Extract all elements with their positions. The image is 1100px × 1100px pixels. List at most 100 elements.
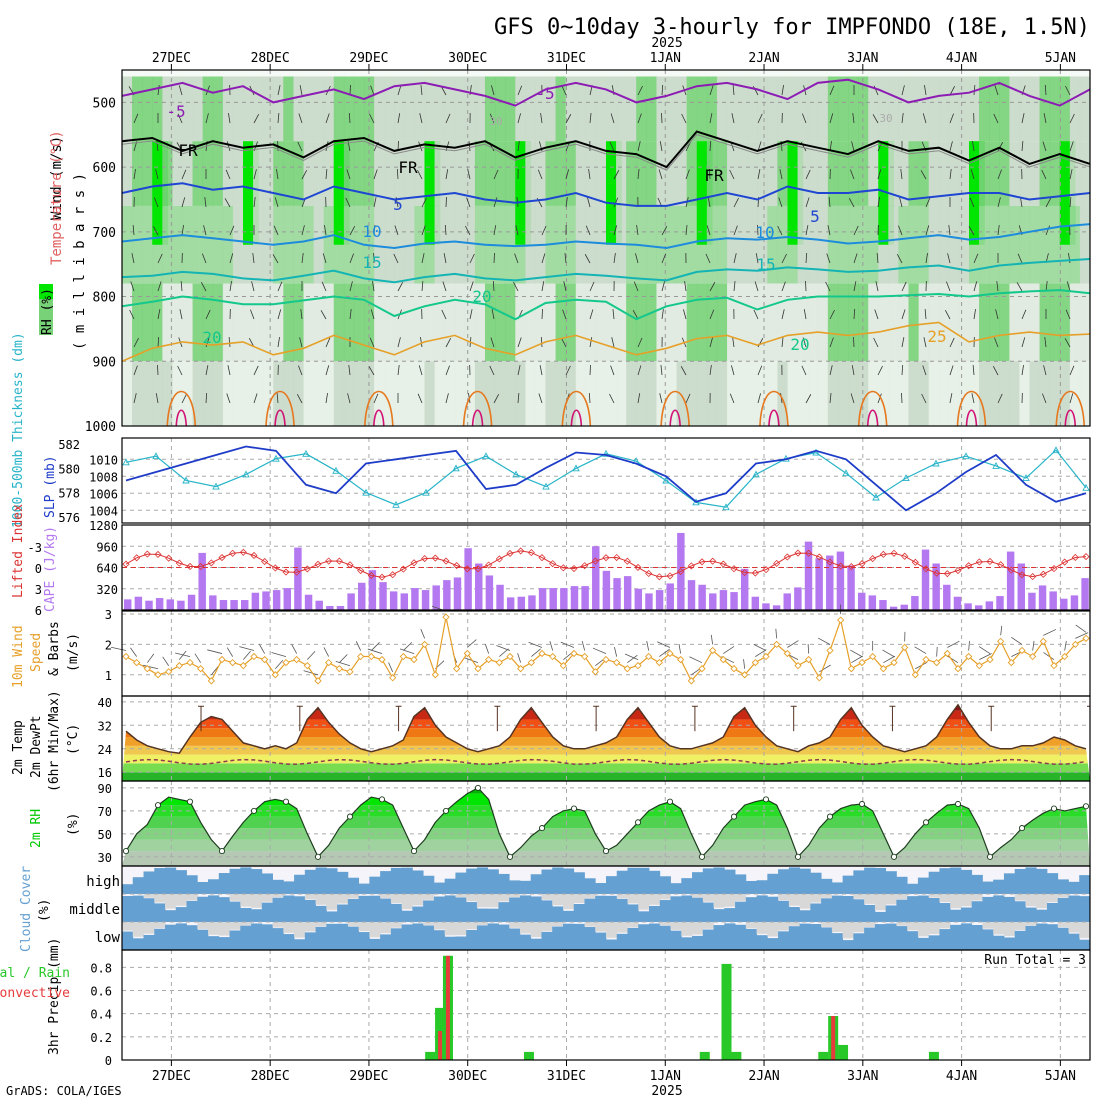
cloud-gap (853, 894, 865, 899)
cloud-gap (315, 894, 327, 905)
wind-barb (348, 112, 351, 124)
label-25: 25 (927, 327, 946, 346)
wind-barb (801, 365, 807, 376)
cloud-gap (143, 922, 155, 934)
rh-shade-cell (182, 361, 194, 426)
cape-bar (911, 596, 919, 610)
wind10-point (421, 640, 429, 649)
wind10-point (1050, 662, 1058, 670)
wind10-barb (291, 644, 298, 654)
cloud-cell-middle (1057, 897, 1069, 922)
rh-shade-cell (575, 141, 587, 206)
cloud-cell-high (444, 878, 456, 894)
cloud-gap (530, 922, 542, 938)
cloud-cell-high (541, 869, 553, 894)
wind10-point (815, 674, 823, 682)
cloud-gap (842, 922, 854, 939)
cloud-gap (304, 922, 316, 932)
wind-barb (397, 113, 401, 124)
panel-frame (121, 69, 1091, 427)
thickness-point (992, 461, 1000, 469)
rh-point (186, 798, 194, 805)
wind-barb (609, 141, 615, 152)
rh-shade-cell (212, 141, 224, 206)
top-date-30DEC: 30DEC (448, 51, 487, 66)
wind-barb (132, 225, 135, 236)
rh-point (1018, 825, 1026, 832)
cloud-cell-low (347, 926, 360, 950)
cloud-cell-low (251, 923, 263, 950)
rh-shade-cell (948, 283, 960, 362)
cloud-cell-low (917, 937, 930, 950)
wind-barb (420, 337, 423, 348)
cloud-cell-middle (347, 898, 360, 922)
cloud-gap (186, 894, 198, 901)
lifted-point (506, 549, 514, 558)
cloud-cell-high (1068, 881, 1080, 894)
cloud-cell-high (842, 875, 854, 894)
wind10-point (506, 652, 514, 661)
rh-shade-cell (142, 141, 153, 206)
wind-barb (541, 225, 547, 236)
wind-barb (853, 225, 859, 236)
rh-shade-cell (414, 283, 425, 362)
cape-bar (1070, 595, 1079, 610)
wind-barb (181, 169, 187, 180)
wind10-point (666, 649, 674, 658)
cloud-gap (562, 894, 575, 910)
wind-barb (421, 281, 424, 292)
cloud-cell-high (218, 873, 230, 894)
wind-barb (829, 85, 835, 96)
rh-shade-cell (716, 283, 728, 362)
rh-shade-cell (948, 141, 960, 206)
cloud-gap (928, 894, 940, 898)
wind10-point (687, 677, 695, 685)
cloud-gap (627, 894, 639, 904)
rh-point (1082, 803, 1090, 810)
wind-barb (922, 365, 927, 376)
cloud-cell-middle (788, 907, 800, 922)
wind-barb (589, 281, 595, 292)
cape-bar (762, 603, 770, 610)
rh-shade-cell (444, 283, 456, 362)
cloud-gap (197, 922, 209, 929)
wind-barb (949, 393, 953, 404)
cloud-cell-middle (681, 895, 693, 922)
rh-shade-cell (706, 141, 718, 206)
wind10-barb (710, 634, 714, 645)
slp-ylabel: 1000-500mb Thickness (dm) SLP (mb) (11, 332, 58, 528)
cloud-gap (638, 894, 650, 910)
rh-shade-cell (394, 283, 405, 362)
rh-shade-cell (1009, 205, 1020, 284)
rh-shade-cell (575, 205, 587, 284)
wind-barb (1069, 169, 1073, 180)
wind-barb (129, 309, 135, 320)
cloud-cell-middle (778, 900, 790, 922)
wind10-point (773, 640, 781, 649)
wind-barb (228, 113, 231, 124)
wind10-point (1007, 658, 1015, 667)
rh-shade-cell (908, 205, 920, 284)
lifted-point (1071, 553, 1079, 562)
cloud-cell-high (713, 867, 725, 894)
lifted-point (367, 571, 375, 580)
rh-shade-cell (807, 205, 819, 284)
cape-bar (1028, 592, 1036, 610)
rh-shade-cell (515, 76, 526, 142)
wind10-barb (775, 628, 778, 639)
wind10-point (623, 665, 631, 673)
cloud-cell-high (960, 869, 973, 894)
rh-shade-cell (706, 205, 718, 284)
wind-barb (949, 169, 952, 180)
lifted-point (847, 563, 855, 571)
wind-barb (320, 310, 327, 320)
wind-barb (565, 365, 571, 376)
cloud-gap (735, 894, 747, 901)
rh-shade-cell (525, 361, 536, 426)
wind-barb (325, 365, 330, 376)
wind-barb (709, 309, 715, 320)
wind10-barb (978, 646, 991, 654)
wind10-point (527, 658, 535, 667)
cloud-cell-low (186, 925, 198, 950)
thickness-point (512, 470, 520, 478)
